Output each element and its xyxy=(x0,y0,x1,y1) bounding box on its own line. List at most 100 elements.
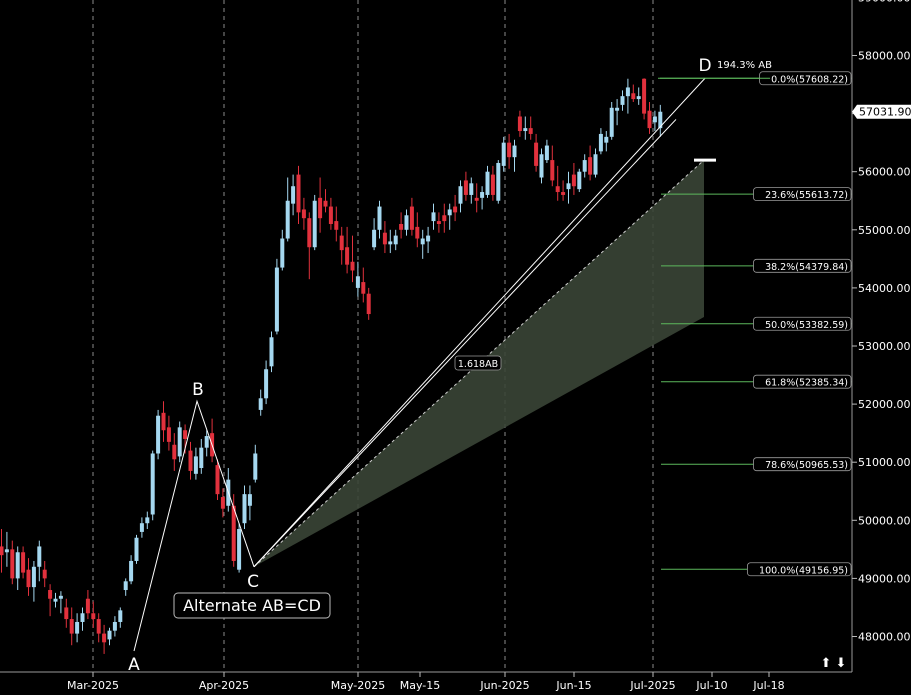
candle-body xyxy=(496,162,501,201)
candle-body xyxy=(296,174,301,213)
candle-body xyxy=(323,200,328,207)
candle-body xyxy=(480,192,485,198)
candle-body xyxy=(91,613,96,620)
candle-body xyxy=(285,200,290,239)
candle-body xyxy=(485,171,490,195)
fib-label-box xyxy=(753,316,852,331)
candle-body xyxy=(21,552,26,573)
candle-body xyxy=(523,128,528,132)
point-label-c: C xyxy=(247,572,259,592)
x-tick-label: May-2025 xyxy=(331,679,386,692)
candle-body xyxy=(393,235,398,245)
candle-body xyxy=(377,206,382,230)
candle-body xyxy=(58,595,63,599)
candle-body xyxy=(582,160,587,172)
pattern-name: Alternate AB=CD xyxy=(183,596,321,615)
candle-body xyxy=(150,453,155,515)
arrow-down-icon[interactable]: ⬇ xyxy=(836,656,847,671)
candlesticks xyxy=(0,78,663,654)
candle-body xyxy=(280,238,285,268)
candle-body xyxy=(134,537,139,561)
candle-body xyxy=(642,78,647,114)
candle-body xyxy=(220,497,225,509)
y-tick-label: 56000.00 xyxy=(858,166,911,179)
candle-body xyxy=(366,293,371,315)
fib-label: 100.0%(49156.95) xyxy=(759,565,848,576)
candle-body xyxy=(258,398,263,410)
candle-body xyxy=(48,590,53,599)
candle-body xyxy=(102,633,107,643)
candle-body xyxy=(458,186,463,204)
candle-body xyxy=(4,549,9,553)
projection-label: 1.618AB xyxy=(458,359,498,370)
fib-label-box xyxy=(753,258,852,273)
fib-label: 78.6%(50965.53) xyxy=(765,460,848,471)
pattern-labels: A B C D 194.3% AB xyxy=(128,56,772,675)
candle-body xyxy=(96,619,101,634)
candle-body xyxy=(123,581,128,591)
projection-zone-edge xyxy=(253,159,705,568)
candle-body xyxy=(388,241,393,245)
candle-body xyxy=(274,267,279,332)
fib-label-box xyxy=(753,187,852,202)
candle-body xyxy=(399,223,404,230)
fib-label-box xyxy=(753,374,852,389)
candle-body xyxy=(231,505,236,561)
candle-body xyxy=(555,186,560,193)
candle-body xyxy=(636,96,641,100)
scroll-arrows[interactable]: ⬆ ⬇ xyxy=(821,656,847,671)
candle-body xyxy=(609,107,614,137)
candle-body xyxy=(372,229,377,248)
candle-body xyxy=(431,212,436,222)
candle-body xyxy=(658,111,663,129)
candle-body xyxy=(237,529,242,570)
candle-body xyxy=(199,447,204,469)
candle-body xyxy=(204,436,209,448)
candle-body xyxy=(615,107,620,111)
candle-body xyxy=(501,142,506,166)
candle-body xyxy=(15,552,20,579)
y-tick-label: 51000.00 xyxy=(858,456,911,469)
candle-body xyxy=(107,630,112,640)
projection-zone xyxy=(254,160,704,567)
candle-body xyxy=(53,598,58,602)
candle-body xyxy=(328,206,333,224)
candle-body xyxy=(64,607,69,620)
candle-body xyxy=(42,569,47,579)
candle-body xyxy=(215,465,220,495)
candle-body xyxy=(193,456,198,474)
last-price-label: 57031.90 xyxy=(859,106,911,119)
candle-body xyxy=(517,116,522,132)
candle-body xyxy=(588,157,593,175)
x-tick-label: Jul-10 xyxy=(695,679,727,692)
candle-body xyxy=(561,192,566,195)
candle-body xyxy=(625,87,630,97)
candle-body xyxy=(31,566,36,588)
arrow-up-icon[interactable]: ⬆ xyxy=(821,656,832,671)
candle-body xyxy=(539,154,544,178)
candle-body xyxy=(291,186,296,204)
candle-body xyxy=(166,427,171,442)
candle-body xyxy=(442,215,447,222)
y-tick-label: 55000.00 xyxy=(858,224,911,237)
candle-body xyxy=(345,247,350,265)
candle-body xyxy=(571,174,576,187)
candle-body xyxy=(172,444,177,460)
candle-body xyxy=(350,261,355,271)
candle-body xyxy=(453,206,458,213)
candle-body xyxy=(544,145,549,161)
fib-label: 0.0%(57608.22) xyxy=(771,74,848,85)
candle-body xyxy=(415,226,420,239)
candle-body xyxy=(145,517,150,524)
candle-body xyxy=(355,276,360,288)
fib-label-box xyxy=(753,457,852,472)
candle-body xyxy=(534,142,539,166)
candle-body xyxy=(10,549,15,579)
candle-body xyxy=(156,415,161,454)
candle-body xyxy=(604,136,609,143)
candle-body xyxy=(577,171,582,190)
candle-body xyxy=(177,427,182,457)
point-label-d: D xyxy=(698,56,711,76)
candle-body xyxy=(37,546,42,567)
fib-label: 38.2%(54379.84) xyxy=(765,262,848,273)
